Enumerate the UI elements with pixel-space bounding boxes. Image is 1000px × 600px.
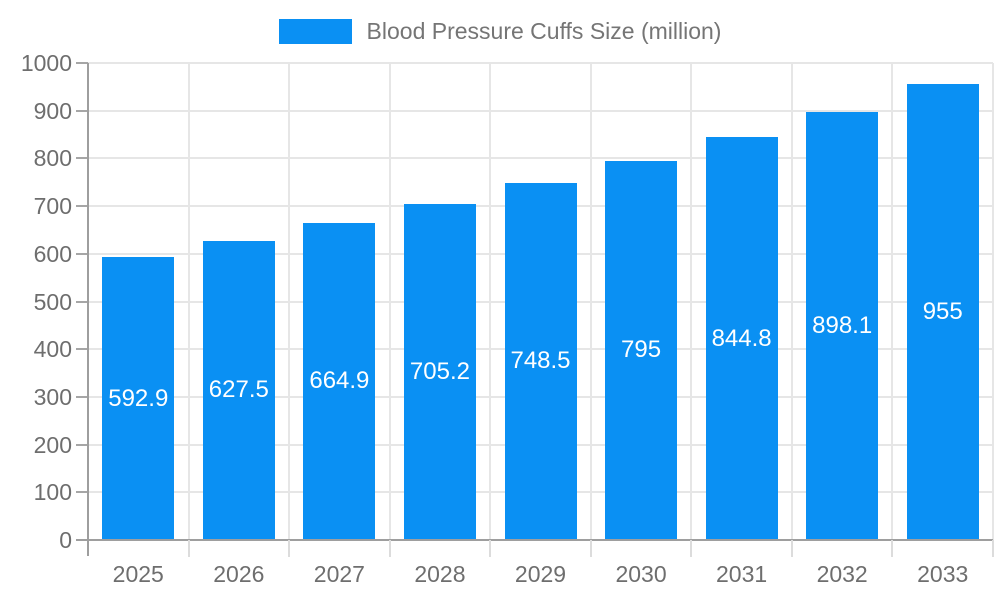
x-gridline-7 (790, 63, 793, 540)
legend[interactable]: Blood Pressure Cuffs Size (million) (0, 17, 1000, 45)
x-axis-label-2032: 2032 (816, 561, 868, 587)
y-tick-500 (76, 300, 88, 303)
bar-value-label-2033: 955 (922, 298, 963, 326)
y-tick-700 (76, 205, 88, 208)
x-axis-label-2026: 2026 (213, 561, 265, 587)
y-axis-label-300: 300 (33, 383, 72, 410)
y-tick-900 (76, 109, 88, 112)
bar-2028[interactable]: 705.2 (403, 203, 476, 540)
bar-2027[interactable]: 664.9 (303, 222, 376, 540)
y-axis-label-900: 900 (33, 97, 72, 124)
y-tick-800 (76, 157, 88, 160)
bar-value-label-2029: 748.5 (510, 347, 571, 375)
y-axis-label-500: 500 (33, 288, 72, 315)
y-tick-200 (76, 443, 88, 446)
bar-value-label-2027: 664.9 (309, 367, 370, 395)
bar-2031[interactable]: 844.8 (705, 137, 778, 540)
y-gridline-900 (88, 109, 993, 112)
x-gridline-6 (690, 63, 693, 540)
x-axis-label-2029: 2029 (514, 561, 567, 587)
x-tick-8 (891, 540, 894, 557)
x-gridline-5 (589, 63, 592, 540)
x-gridline-2 (288, 63, 291, 540)
y-axis-label-400: 400 (33, 336, 72, 363)
bar-2032[interactable]: 898.1 (806, 111, 879, 540)
y-gridline-1000 (88, 62, 993, 64)
x-axis-label-2025: 2025 (112, 561, 164, 587)
x-gridline-3 (388, 63, 391, 540)
x-tick-9 (992, 540, 994, 557)
y-tick-400 (76, 348, 88, 351)
y-tick-100 (76, 491, 88, 494)
bar-value-label-2026: 627.5 (208, 376, 269, 404)
y-tick-300 (76, 395, 88, 398)
x-gridline-1 (187, 63, 190, 540)
bar-value-label-2030: 795 (621, 336, 662, 364)
x-axis-label-2027: 2027 (313, 561, 365, 587)
y-axis-label-700: 700 (33, 193, 72, 220)
bar-value-label-2028: 705.2 (409, 357, 470, 385)
y-tick-600 (76, 252, 88, 255)
y-axis-label-0: 0 (59, 527, 72, 553)
x-gridline-4 (489, 63, 492, 540)
y-axis-label-100: 100 (33, 479, 72, 506)
x-gridline-8 (891, 63, 894, 540)
bar-2029[interactable]: 748.5 (504, 182, 577, 540)
x-axis-label-2030: 2030 (615, 561, 667, 587)
x-tick-4 (489, 540, 492, 557)
y-tick-1000 (76, 62, 88, 64)
bar-2025[interactable]: 592.9 (102, 257, 175, 540)
legend-label: Blood Pressure Cuffs Size (million) (366, 17, 722, 44)
x-tick-6 (690, 540, 693, 557)
y-axis-label-1000: 1000 (20, 50, 72, 76)
x-tick-3 (388, 540, 391, 557)
y-axis-line (87, 63, 89, 556)
x-axis-label-2028: 2028 (414, 561, 466, 587)
x-tick-7 (790, 540, 793, 557)
bar-2033[interactable]: 955 (906, 84, 979, 540)
bar-value-label-2031: 844.8 (711, 324, 772, 352)
x-tick-2 (288, 540, 291, 557)
bar-value-label-2032: 898.1 (812, 311, 873, 339)
bar-2030[interactable]: 795 (605, 160, 678, 540)
x-axis-label-2033: 2033 (917, 561, 969, 587)
y-axis-label-600: 600 (33, 240, 72, 267)
y-gridline-800 (88, 157, 993, 160)
bar-2026[interactable]: 627.5 (202, 240, 275, 540)
y-axis-label-800: 800 (33, 145, 72, 172)
legend-swatch[interactable] (278, 18, 352, 44)
x-tick-5 (589, 540, 592, 557)
y-axis-label-200: 200 (33, 431, 72, 458)
bar-value-label-2025: 592.9 (108, 384, 169, 412)
x-tick-1 (187, 540, 190, 557)
x-axis-label-2031: 2031 (716, 561, 768, 587)
x-axis-line (76, 539, 993, 541)
x-gridline-9 (992, 63, 994, 540)
